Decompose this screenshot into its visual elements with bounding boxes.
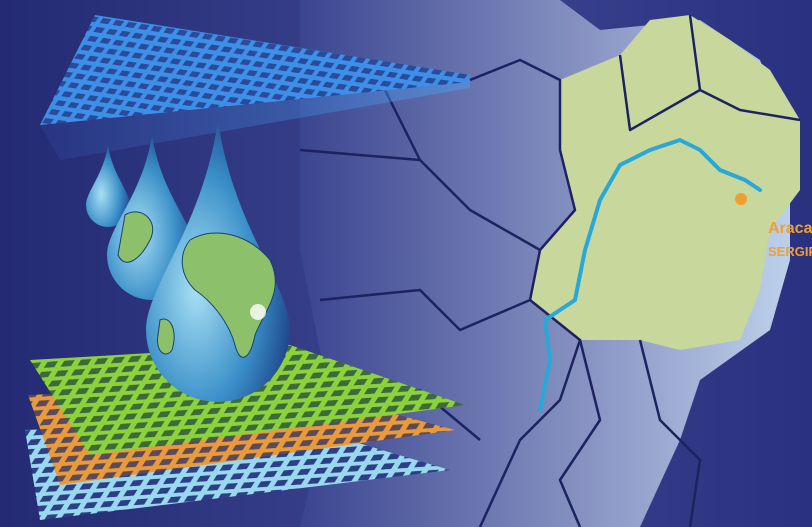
state-label: SERGIP xyxy=(768,244,812,259)
continent xyxy=(181,232,276,358)
continent xyxy=(156,318,175,355)
border xyxy=(618,54,701,132)
river-basin xyxy=(530,15,800,350)
river xyxy=(538,137,762,412)
light-beam xyxy=(40,78,470,160)
border xyxy=(319,288,531,332)
grid-layer xyxy=(40,15,470,125)
continent xyxy=(117,211,154,263)
border xyxy=(558,339,602,527)
border xyxy=(688,14,801,122)
city-dot xyxy=(735,193,747,205)
grid-layer xyxy=(30,345,465,455)
border xyxy=(299,148,541,252)
sparkle xyxy=(250,304,266,320)
border xyxy=(638,339,702,527)
water-drop xyxy=(86,145,130,227)
city-label: Aracaj xyxy=(768,220,812,237)
